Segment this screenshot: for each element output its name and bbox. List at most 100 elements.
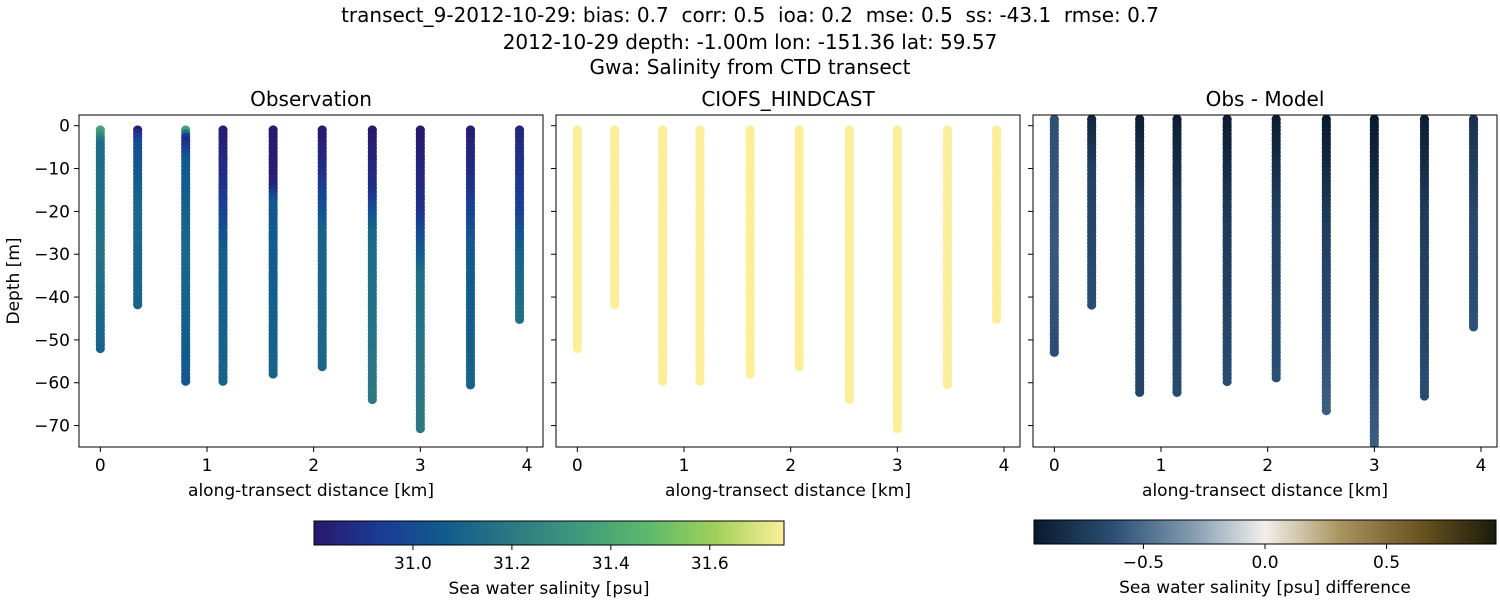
y-tick-label: −50	[34, 331, 70, 351]
panel-1: 0 1 2 3 4 0 −10 −20 −30 −40 −50 −60 −70 Observation al…	[4, 87, 544, 501]
station-column	[317, 125, 327, 372]
data-point	[658, 376, 668, 386]
data-point	[1135, 387, 1145, 397]
data-point	[367, 394, 377, 405]
data-point	[794, 362, 804, 372]
x-tick-label: 0	[95, 456, 106, 476]
station-column	[658, 125, 668, 386]
data-point	[572, 343, 582, 354]
data-point	[1419, 391, 1430, 401]
x-tick-label: 2	[308, 456, 319, 476]
y-tick-label: −70	[34, 417, 70, 437]
y-tick-label: −10	[34, 160, 70, 180]
station-column	[794, 125, 804, 372]
x-tick-label: 4	[522, 456, 533, 476]
y-tick-label: −20	[34, 202, 70, 222]
colorbar-2: −0.5 0.0 0.5 Sea water salinity [psu] diffe…	[1033, 519, 1497, 598]
figure-title-line-3: Gwa: Salinity from CTD transect	[589, 55, 911, 79]
data-point	[942, 380, 953, 390]
x-tick-label: 1	[1156, 456, 1167, 476]
x-tick-label: 1	[202, 456, 213, 476]
station-column	[181, 125, 191, 386]
x-tick-label: 0	[1049, 456, 1060, 476]
data-points-2	[572, 125, 1002, 434]
station-column	[991, 125, 1002, 324]
colorbar-gradient	[313, 520, 785, 546]
station-column	[415, 125, 425, 434]
station-column	[1271, 115, 1281, 383]
station-column	[844, 125, 854, 405]
data-point	[610, 300, 620, 310]
station-column	[1049, 115, 1059, 357]
data-point	[465, 380, 476, 390]
data-point	[1271, 373, 1281, 383]
data-point	[218, 376, 228, 386]
colorbar-tick-label: 0.0	[1251, 553, 1278, 573]
station-column	[95, 125, 105, 354]
x-tick-label: 3	[1369, 456, 1380, 476]
data-point	[892, 423, 902, 434]
station-column	[514, 125, 525, 324]
data-point	[1321, 405, 1331, 416]
data-point	[745, 369, 755, 379]
data-point	[268, 369, 278, 379]
colorbar-tick-label: 31.0	[394, 554, 432, 574]
x-tick-label: 4	[999, 456, 1010, 476]
x-tick-label: 2	[1262, 456, 1273, 476]
station-column	[610, 125, 620, 310]
colorbar-tick-label: 31.4	[592, 554, 630, 574]
colorbar-1: 31.0 31.2 31.4 31.6 Sea water salinity [psu]	[313, 520, 785, 599]
colorbar-label: Sea water salinity [psu]	[449, 579, 650, 599]
data-point	[181, 376, 191, 386]
x-tick-label: 2	[785, 456, 796, 476]
station-column	[1419, 115, 1430, 401]
station-column	[1135, 115, 1145, 397]
x-tick-label: 0	[572, 456, 583, 476]
station-column	[745, 125, 755, 379]
x-axis-label: along-transect distance [km]	[1142, 481, 1388, 501]
station-column	[367, 125, 377, 405]
station-column	[1172, 115, 1182, 397]
station-column	[942, 125, 953, 390]
colorbar-gradient	[1033, 519, 1497, 545]
colorbar-label: Sea water salinity [psu] difference	[1119, 578, 1411, 598]
colorbar-tick-label: 31.2	[493, 554, 531, 574]
data-point	[317, 362, 327, 372]
y-tick-label: 0	[59, 117, 70, 137]
data-point	[1369, 442, 1379, 447]
station-column	[218, 125, 228, 386]
x-tick-label: 4	[1476, 456, 1487, 476]
x-tick-label: 3	[415, 456, 426, 476]
data-point	[1087, 300, 1097, 310]
data-point	[514, 314, 525, 324]
station-column	[1222, 115, 1232, 387]
data-points-3	[1049, 115, 1479, 447]
figure-title-line-2: 2012-10-29 depth: -1.00m lon: -151.36 la…	[502, 30, 998, 54]
x-tick-label: 1	[679, 456, 690, 476]
plot-frame	[1032, 114, 1498, 448]
plot-frame	[555, 114, 1021, 448]
x-axis-label: along-transect distance [km]	[188, 481, 434, 501]
station-column	[1369, 115, 1379, 447]
station-column	[572, 125, 582, 354]
data-point	[415, 423, 425, 434]
station-column	[133, 125, 143, 310]
panel-title: CIOFS_HINDCAST	[701, 87, 875, 111]
data-point	[133, 300, 143, 310]
data-point	[1222, 376, 1232, 387]
data-point	[1468, 322, 1479, 332]
station-column	[465, 125, 476, 390]
colorbar-tick-label: 31.6	[691, 554, 729, 574]
station-column	[1321, 115, 1331, 416]
y-tick-label: −40	[34, 288, 70, 308]
station-column	[695, 125, 705, 386]
station-column	[1468, 115, 1479, 332]
y-tick-label: −60	[34, 374, 70, 394]
panel-title: Observation	[250, 87, 372, 111]
data-point	[95, 343, 105, 354]
station-column	[892, 125, 902, 434]
data-point	[844, 394, 854, 405]
colorbar-tick-label: −0.5	[1123, 553, 1164, 573]
data-point	[1049, 347, 1059, 357]
